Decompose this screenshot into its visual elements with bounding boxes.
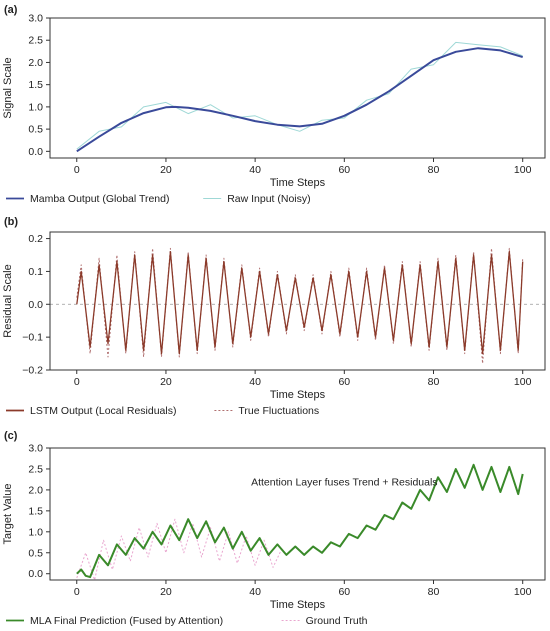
y-tick-label: 0.0 — [28, 568, 43, 580]
x-tick-label: 0 — [74, 164, 80, 176]
legend-label-1: MLA Final Prediction (Fused by Attention… — [30, 615, 223, 627]
x-tick-label: 0 — [74, 586, 80, 598]
x-axis-label: Time Steps — [270, 177, 326, 189]
panel-1: (a) 0.0 0.5 1.0 1.5 2.0 2.5 3.0 0 20 40 60 80 100 Time… — [2, 4, 546, 205]
series-line-2 — [76, 518, 283, 581]
x-tick-label: 60 — [338, 164, 350, 176]
legend-label-2: True Fluctuations — [238, 405, 319, 417]
y-tick-label: 2.5 — [28, 35, 43, 47]
x-tick-label: 20 — [160, 164, 172, 176]
y-tick-label: 1.0 — [28, 526, 43, 538]
panel-2: (b) −0.2 −0.1 0.0 0.1 0.2 0 20 40 60 80 100 Time Ste… — [2, 216, 546, 417]
panel-label: (c) — [4, 430, 18, 442]
x-tick-label: 60 — [338, 376, 350, 388]
legend-label-1: Mamba Output (Global Trend) — [30, 193, 169, 205]
y-tick-label: 2.5 — [28, 463, 43, 475]
series-line-1 — [76, 47, 523, 153]
x-tick-label: 80 — [428, 586, 440, 598]
plot-frame — [49, 17, 546, 159]
x-tick-label: 80 — [428, 164, 440, 176]
y-tick-label: 3.0 — [28, 443, 43, 455]
legend-label-2: Ground Truth — [306, 615, 368, 627]
y-axis-label: Residual Scale — [2, 264, 14, 337]
y-tick-label: 0.2 — [28, 233, 43, 245]
x-tick-label: 100 — [514, 164, 532, 176]
y-tick-label: 0.0 — [28, 146, 43, 158]
x-tick-label: 20 — [160, 586, 172, 598]
x-tick-label: 100 — [514, 376, 532, 388]
y-tick-label: −0.1 — [22, 332, 43, 344]
x-axis-label: Time Steps — [270, 599, 326, 611]
panel-label: (b) — [4, 216, 18, 228]
plot-frame — [49, 447, 546, 581]
x-tick-label: 0 — [74, 376, 80, 388]
legend-label-2: Raw Input (Noisy) — [227, 193, 310, 205]
x-tick-label: 20 — [160, 376, 172, 388]
y-axis-label: Target Value — [2, 484, 14, 545]
x-axis-label: Time Steps — [270, 389, 326, 401]
y-tick-label: 1.5 — [28, 79, 43, 91]
annotation-text: Attention Layer fuses Trend + Residuals — [251, 477, 437, 489]
x-tick-label: 80 — [428, 376, 440, 388]
series-line-2 — [76, 41, 523, 150]
y-tick-label: −0.2 — [22, 365, 43, 377]
y-tick-label: 0.5 — [28, 547, 43, 559]
y-tick-label: 1.5 — [28, 505, 43, 517]
x-tick-label: 40 — [249, 376, 261, 388]
y-tick-label: 3.0 — [28, 13, 43, 25]
plot-frame — [49, 231, 546, 371]
series-line-1 — [76, 463, 524, 579]
legend-label-1: LSTM Output (Local Residuals) — [30, 405, 176, 417]
y-tick-label: 2.0 — [28, 484, 43, 496]
x-tick-label: 40 — [249, 164, 261, 176]
panel-label: (a) — [4, 4, 18, 16]
panels-group: (a) 0.0 0.5 1.0 1.5 2.0 2.5 3.0 0 20 40 60 80 100 Time… — [2, 4, 546, 627]
y-tick-label: 1.0 — [28, 101, 43, 113]
series-line-1 — [76, 251, 524, 355]
x-tick-label: 40 — [249, 586, 261, 598]
y-axis-label: Signal Scale — [2, 57, 14, 118]
panel-3: (c) 0.0 0.5 1.0 1.5 2.0 2.5 3.0 0 20 40 60 80 100 Time… — [2, 430, 546, 627]
y-tick-label: 0.0 — [28, 299, 43, 311]
y-tick-label: 0.5 — [28, 124, 43, 136]
x-tick-label: 60 — [338, 586, 350, 598]
y-tick-label: 2.0 — [28, 57, 43, 69]
y-tick-label: 0.1 — [28, 266, 43, 278]
x-tick-label: 100 — [514, 586, 532, 598]
